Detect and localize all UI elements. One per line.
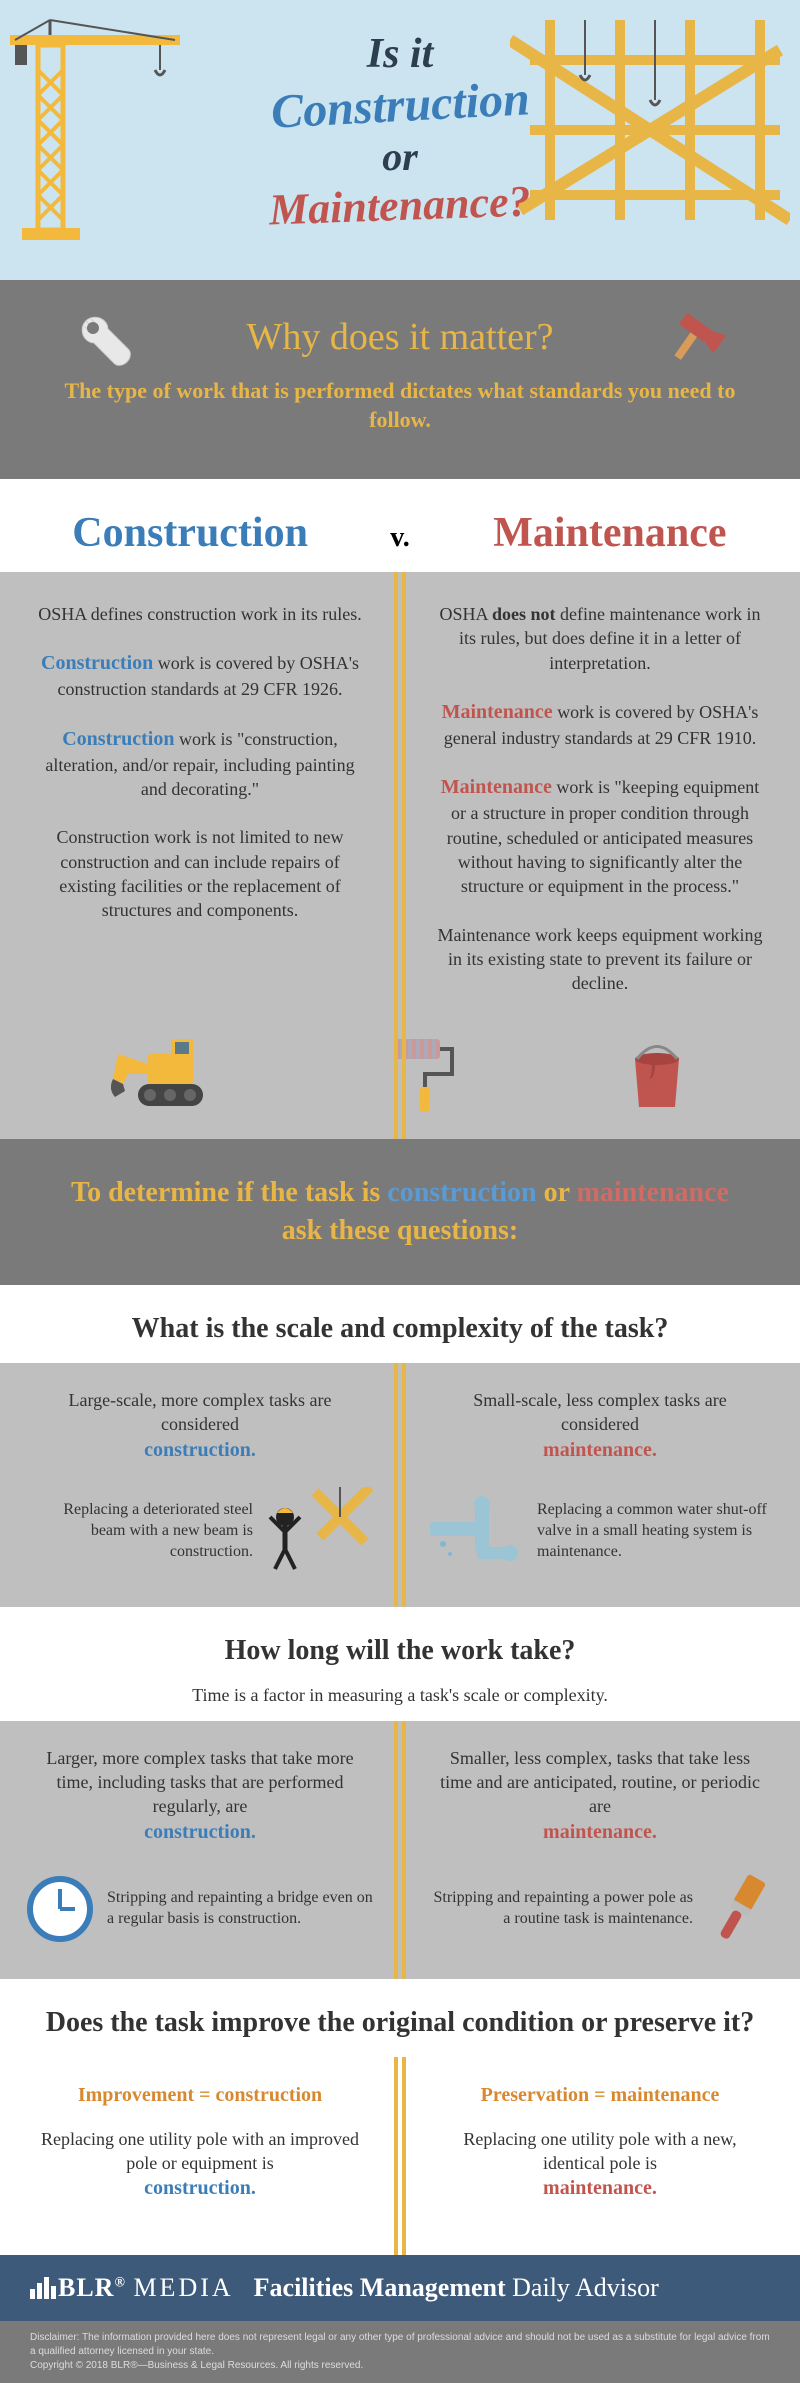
why-subtitle: The type of work that is performed dicta… bbox=[40, 377, 760, 434]
q2-title: How long will the work take? bbox=[0, 1607, 800, 1685]
q1-left-example: Replacing a deteriorated steel beam with… bbox=[0, 1487, 400, 1577]
compare-right-1: Maintenance work is covered by OSHA's ge… bbox=[435, 699, 765, 750]
q1-title: What is the scale and complexity of the … bbox=[0, 1285, 800, 1363]
determine-text: To determine if the task is construction… bbox=[50, 1174, 750, 1250]
compare-left-3: Construction work is not limited to new … bbox=[35, 825, 365, 922]
compare-right-0: OSHA does not define maintenance work in… bbox=[435, 602, 765, 675]
header-hero: Is it Construction or Maintenance? bbox=[0, 0, 800, 280]
footer-brand: ⬛BLR®BLR® MEDIA Facilities Management Da… bbox=[0, 2255, 800, 2321]
q2-subtitle: Time is a factor in measuring a task's s… bbox=[0, 1685, 800, 1721]
divider-beam-icon bbox=[392, 1721, 408, 1979]
vs-construction-label: Construction bbox=[0, 509, 380, 557]
excavator-icon bbox=[103, 1029, 233, 1119]
clock-icon bbox=[25, 1874, 95, 1944]
paint-bucket-icon bbox=[617, 1029, 697, 1119]
vs-v-label: v. bbox=[380, 522, 419, 554]
q2-left: Larger, more complex tasks that take mor… bbox=[0, 1746, 400, 1864]
q2-left-example: Stripping and repainting a bridge even o… bbox=[0, 1869, 400, 1949]
why-title: Why does it matter? bbox=[40, 315, 760, 359]
pipe-valve-icon bbox=[425, 1492, 525, 1572]
wrench-icon bbox=[70, 305, 140, 375]
title-or: or bbox=[0, 133, 800, 180]
q3-left: Improvement = construction Replacing one… bbox=[0, 2082, 400, 2221]
construction-column: OSHA defines construction work in its ru… bbox=[0, 602, 400, 1019]
maintenance-column: OSHA does not define maintenance work in… bbox=[400, 602, 800, 1019]
vs-maintenance-label: Maintenance bbox=[420, 509, 800, 557]
compare-right-3: Maintenance work keeps equipment working… bbox=[435, 923, 765, 996]
footer-title: Facilities Management Daily Advisor bbox=[254, 2273, 659, 2303]
q1-body: Large-scale, more complex tasks are cons… bbox=[0, 1363, 800, 1607]
divider-beam-icon bbox=[392, 1363, 408, 1607]
q3-right: Preservation = maintenance Replacing one… bbox=[400, 2082, 800, 2221]
divider-beam-icon bbox=[392, 572, 408, 1139]
footer-disclaimer: Disclaimer: The information provided her… bbox=[0, 2321, 800, 2383]
q2-right: Smaller, less complex, tasks that take l… bbox=[400, 1746, 800, 1864]
title-is-it: Is it bbox=[0, 30, 800, 78]
title-maintenance: Maintenance? bbox=[268, 175, 531, 235]
q2-right-example: Stripping and repainting a power pole as… bbox=[400, 1869, 800, 1949]
compare-left-1: Construction work is covered by OSHA's c… bbox=[35, 650, 365, 701]
why-section: Why does it matter? The type of work tha… bbox=[0, 280, 800, 479]
q1-right-example: Replacing a common water shut-off valve … bbox=[400, 1487, 800, 1577]
paintbrush-icon bbox=[705, 1869, 775, 1949]
worker-beam-icon bbox=[265, 1487, 375, 1577]
q3-body: Improvement = construction Replacing one… bbox=[0, 2057, 800, 2256]
compare-right-2: Maintenance work is "keeping equipment o… bbox=[435, 774, 765, 898]
footer-logo: ⬛BLR®BLR® MEDIA bbox=[30, 2273, 234, 2303]
q2-body: Larger, more complex tasks that take mor… bbox=[0, 1721, 800, 1979]
divider-beam-icon bbox=[392, 2057, 408, 2256]
q1-left: Large-scale, more complex tasks are cons… bbox=[0, 1388, 400, 1482]
hammer-icon bbox=[665, 305, 730, 370]
compare-left-2: Construction work is "construction, alte… bbox=[35, 726, 365, 802]
compare-left-0: OSHA defines construction work in its ru… bbox=[35, 602, 365, 626]
vs-header: Construction v. Maintenance bbox=[0, 479, 800, 572]
determine-section: To determine if the task is construction… bbox=[0, 1139, 800, 1285]
title-construction: Construction bbox=[269, 71, 530, 139]
q3-title: Does the task improve the original condi… bbox=[0, 1979, 800, 2057]
q1-right: Small-scale, less complex tasks are cons… bbox=[400, 1388, 800, 1482]
comparison-section: OSHA defines construction work in its ru… bbox=[0, 572, 800, 1139]
